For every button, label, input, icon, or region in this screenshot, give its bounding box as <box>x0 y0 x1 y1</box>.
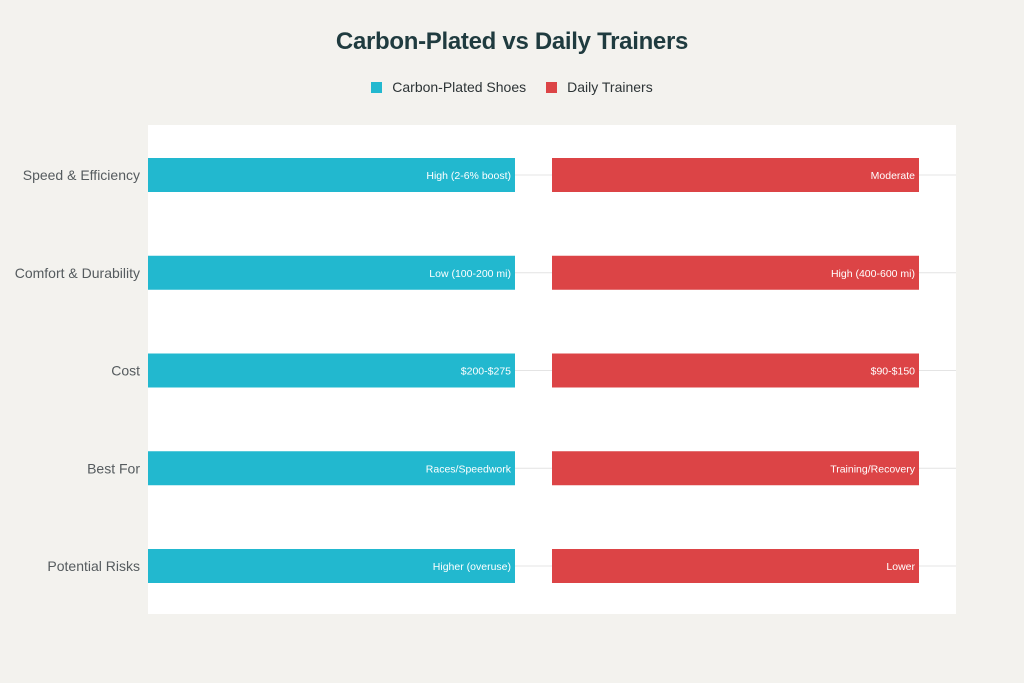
data-label-daily-best-for: Training/Recovery <box>830 463 916 475</box>
category-label-cost: Cost <box>111 363 140 379</box>
legend-swatch-daily <box>546 81 558 93</box>
data-label-daily-cost: $90-$150 <box>871 366 916 378</box>
bar-daily-comfort-durability <box>552 255 919 290</box>
data-label-carbon-best-for: Races/Speedwork <box>426 463 512 475</box>
data-label-carbon-potential-risks: Higher (overuse) <box>433 561 511 573</box>
data-label-daily-comfort-durability: High (400-600 mi) <box>831 268 915 280</box>
data-label-carbon-comfort-durability: Low (100-200 mi) <box>429 268 511 280</box>
data-label-daily-potential-risks: Lower <box>886 561 915 573</box>
bar-daily-best-for <box>552 451 919 486</box>
legend: Carbon-Plated Shoes Daily Trainers <box>0 79 1024 95</box>
bar-daily-potential-risks <box>552 549 919 583</box>
category-label-potential-risks: Potential Risks <box>47 558 140 574</box>
legend-label-carbon: Carbon-Plated Shoes <box>392 79 527 95</box>
category-label-comfort-durability: Comfort & Durability <box>15 265 140 281</box>
data-label-carbon-speed-efficiency: High (2-6% boost) <box>426 170 511 182</box>
bar-carbon-potential-risks <box>148 549 515 583</box>
legend-swatch-carbon <box>371 81 383 93</box>
bar-carbon-cost <box>148 353 515 388</box>
data-label-daily-speed-efficiency: Moderate <box>871 170 916 182</box>
bar-carbon-speed-efficiency <box>148 158 515 192</box>
bar-carbon-best-for <box>148 451 515 486</box>
data-label-carbon-cost: $200-$275 <box>461 366 511 378</box>
bar-daily-cost <box>552 353 919 388</box>
chart-title: Carbon-Plated vs Daily Trainers <box>335 28 689 55</box>
category-label-speed-efficiency: Speed & Efficiency <box>23 167 140 183</box>
bar-daily-speed-efficiency <box>552 158 919 192</box>
legend-label-daily: Daily Trainers <box>567 79 653 95</box>
bar-carbon-comfort-durability <box>148 255 515 290</box>
category-label-best-for: Best For <box>87 460 140 476</box>
legend-item-daily[interactable]: Daily Trainers <box>546 79 653 95</box>
legend-item-carbon[interactable]: Carbon-Plated Shoes <box>371 79 526 95</box>
